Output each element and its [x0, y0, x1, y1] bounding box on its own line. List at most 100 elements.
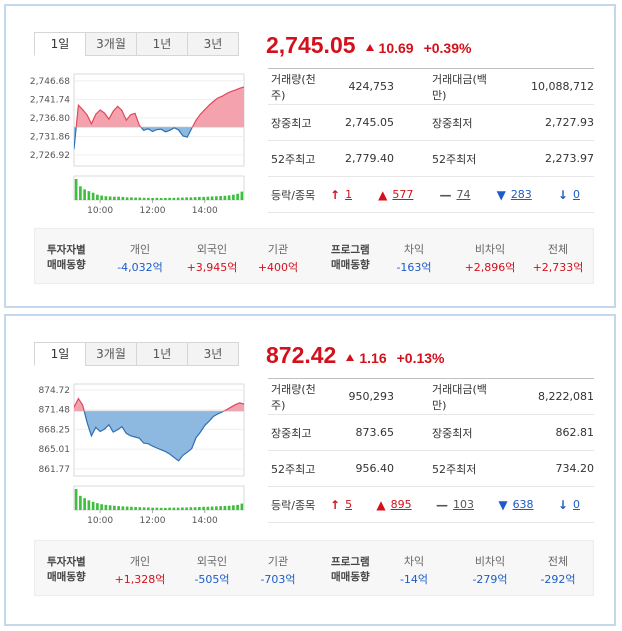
lower-limit-count: 0	[572, 188, 580, 201]
y-tick-label: 2,736.80	[30, 114, 70, 124]
price-line-up	[75, 86, 244, 128]
rise-count: 895	[390, 498, 412, 511]
volume-bar	[223, 195, 227, 200]
volume-bar	[130, 197, 133, 200]
amount-value: 10,088,712	[492, 68, 594, 105]
rise-link[interactable]: ▲ 577	[378, 188, 413, 202]
up-triangle-icon	[365, 44, 374, 51]
volume-bar	[215, 506, 218, 510]
volume-bar	[185, 197, 188, 200]
investor-trend-box: 투자자별 매매동향 개인 +1,328억 외국인 -505억 기관 -703억 프로그램…	[34, 540, 594, 596]
volume-bar	[79, 186, 82, 200]
upper-limit-link[interactable]: ↑ 1	[330, 188, 352, 202]
area-below-baseline	[74, 411, 244, 461]
upper-limit-link[interactable]: ↑ 5	[330, 498, 352, 512]
lower-limit-count: 0	[572, 498, 580, 511]
total-label: 전체	[547, 243, 569, 256]
intraday-chart[interactable]: 2,746.68 2,741.74 2,736.80 2,731.86 2,726.92…	[16, 66, 250, 216]
tab-1day[interactable]: 1일	[34, 32, 86, 56]
x-tick-label: 10:00	[87, 206, 113, 216]
fall-link[interactable]: ▼ 283	[497, 188, 532, 202]
rise-link[interactable]: ▲ 895	[376, 498, 411, 512]
price-summary: 2,745.05 10.69 +0.39%	[266, 32, 471, 62]
tab-1year[interactable]: 1년	[136, 32, 188, 56]
intraday-chart[interactable]: 874.72 871.48 868.25 865.01 861.77 10:00 12:00…	[16, 376, 250, 526]
volume-bar	[100, 504, 103, 510]
tab-1day[interactable]: 1일	[34, 342, 86, 366]
volume-bar	[172, 197, 176, 200]
lower-limit-link[interactable]: ↓ 0	[558, 188, 580, 202]
stats-table: 거래량(천주) 424,753 거래대금(백만) 10,088,712 장중최고…	[268, 68, 594, 213]
volume-bar	[96, 503, 99, 510]
volume-bar	[189, 507, 193, 510]
tab-3year[interactable]: 3년	[187, 342, 239, 366]
volume-bar	[91, 192, 95, 200]
investor-title-line1: 투자자별	[47, 244, 86, 256]
volume-bar	[172, 507, 176, 510]
updown-label: 등락/종목	[268, 176, 330, 213]
stats-table: 거래량(천주) 950,293 거래대금(백만) 8,222,081 장중최고 …	[268, 378, 594, 523]
day-low-value: 2,727.93	[492, 104, 594, 141]
table-row: 52주최고 2,779.40 52주최저 2,273.97	[268, 140, 594, 177]
tab-3year[interactable]: 3년	[187, 32, 239, 56]
foreign-label: 외국인	[196, 555, 228, 568]
volume-bar	[232, 194, 235, 200]
volume-bar	[193, 507, 197, 510]
volume-value: 950,293	[330, 378, 402, 415]
volume-bar	[227, 505, 231, 510]
volume-bar	[138, 507, 142, 510]
tab-1year[interactable]: 1년	[136, 342, 188, 366]
individual-value: +1,328억	[114, 573, 166, 586]
arbitrage-label: 차익	[403, 555, 425, 568]
tab-3month[interactable]: 3개월	[85, 32, 137, 56]
table-row: 장중최고 873.65 장중최저 862.81	[268, 414, 594, 451]
price-change: 10.69	[365, 40, 414, 56]
institution-label: 기관	[267, 243, 289, 256]
y-tick-label: 874.72	[39, 386, 71, 396]
lower-limit-link[interactable]: ↓ 0	[558, 498, 580, 512]
volume-bar	[210, 506, 214, 510]
up-triangle-icon	[346, 354, 355, 361]
day-low-value: 862.81	[492, 414, 594, 451]
fall-triangle-icon: ▼	[496, 187, 506, 202]
fall-triangle-icon: ▼	[498, 497, 508, 512]
total-value: +2,733억	[532, 261, 584, 274]
kospi-panel: 1일 3개월 1년 3년 2,746.68 2,741.74 2,736.80 2,7…	[4, 4, 616, 308]
amount-label: 거래대금(백만)	[402, 378, 492, 415]
y-tick-label: 861.77	[39, 465, 71, 475]
institution-value: -703억	[260, 573, 296, 586]
tab-3month[interactable]: 3개월	[85, 342, 137, 366]
volume-bar	[198, 196, 201, 200]
program-title-line1: 프로그램	[331, 556, 370, 568]
volume-bar	[83, 498, 86, 510]
arbitrage-value: -163억	[396, 261, 432, 274]
upper-limit-count: 5	[345, 498, 353, 511]
volume-bar	[74, 179, 78, 200]
foreign-value: -505억	[194, 573, 230, 586]
volume-bar	[121, 196, 125, 200]
area-below-baseline	[74, 127, 193, 150]
individual-item: 개인 +1,328억	[105, 553, 175, 587]
updown-counts: ↑ 1 ▲ 577 —74 ▼ 283 ↓ 0	[330, 188, 580, 202]
total-item: 전체 -292억	[523, 553, 593, 587]
nonarbitrage-item: 비차익 +2,896억	[455, 241, 525, 275]
volume-bar	[189, 197, 193, 200]
institution-item: 기관 -703억	[243, 553, 313, 587]
fall-link[interactable]: ▼ 638	[498, 498, 533, 512]
flat-dash-icon: —	[439, 187, 452, 202]
volume-bar	[240, 503, 244, 510]
volume-bar	[223, 505, 227, 510]
table-row: 등락/종목 ↑ 5 ▲ 895 —103 ▼ 638 ↓ 0	[268, 486, 594, 523]
investor-title-line2: 매매동향	[47, 259, 86, 271]
flat-count: 103	[452, 498, 474, 511]
volume-bar	[185, 507, 188, 510]
flat-link[interactable]: — 74	[439, 188, 470, 202]
day-high-label: 장중최고	[268, 104, 330, 141]
volume-bar	[202, 196, 205, 200]
flat-link[interactable]: — 103	[436, 498, 474, 512]
index-price: 872.42	[266, 342, 337, 368]
volume-bar	[215, 196, 218, 200]
nonarbitrage-value: +2,896억	[464, 261, 516, 274]
volume-bar	[130, 506, 133, 510]
day-low-label: 장중최저	[402, 414, 492, 451]
